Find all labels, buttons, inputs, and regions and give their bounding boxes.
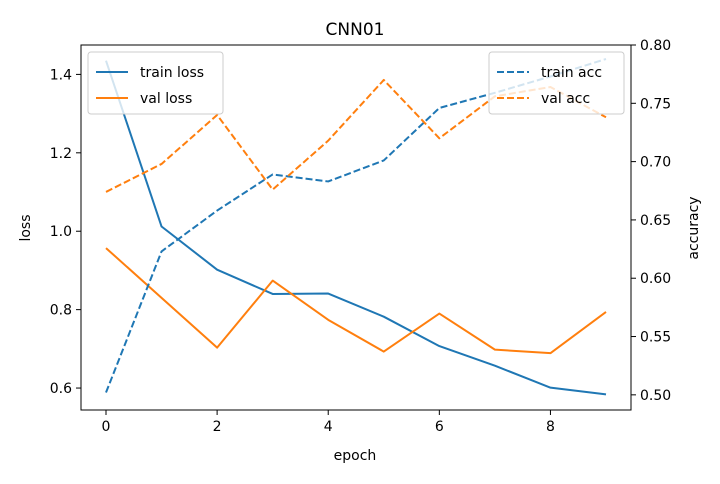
right-y-tick-label: 0.60 xyxy=(640,271,671,287)
x-tick-label: 4 xyxy=(324,419,333,435)
x-axis-label: epoch xyxy=(334,448,377,464)
right-y-tick-label: 0.75 xyxy=(640,96,671,112)
x-tick-label: 2 xyxy=(213,419,222,435)
left-y-tick-label: 0.6 xyxy=(50,381,72,397)
right-y-tick-label: 0.65 xyxy=(640,213,671,229)
x-tick-label: 8 xyxy=(546,419,555,435)
chart-title: CNN01 xyxy=(326,20,385,40)
left-y-tick-label: 1.4 xyxy=(50,67,72,83)
left-y-tick-label: 1.0 xyxy=(50,224,72,240)
x-tick-label: 6 xyxy=(435,419,444,435)
series-line-val-loss xyxy=(105,247,607,355)
legend-right-label-val-acc: val acc xyxy=(541,91,590,107)
legend-left-label-val-loss: val loss xyxy=(140,91,192,107)
plot-frame xyxy=(80,44,632,411)
right-y-tick-label: 0.70 xyxy=(640,155,671,171)
right-y-tick-label: 0.55 xyxy=(640,330,671,346)
right-y-axis-label: accuracy xyxy=(686,196,702,259)
right-y-tick-label: 0.50 xyxy=(640,388,671,404)
right-y-tick-label: 0.80 xyxy=(640,38,671,54)
series-line-train-loss xyxy=(105,60,607,396)
x-tick-label: 0 xyxy=(102,419,111,435)
legend-right-label-train-acc: train acc xyxy=(541,65,602,81)
left-y-axis-label: loss xyxy=(18,214,34,241)
legend-left-label-train-loss: train loss xyxy=(140,65,204,81)
plot-area: 0 2 4 6 8 0.6 0.8 1.0 1.2 1.4 0.50 0.55 0.60 0.65 0.70… xyxy=(50,38,671,435)
left-y-tick-label: 1.2 xyxy=(50,146,72,162)
left-y-tick-label: 0.8 xyxy=(50,303,72,319)
